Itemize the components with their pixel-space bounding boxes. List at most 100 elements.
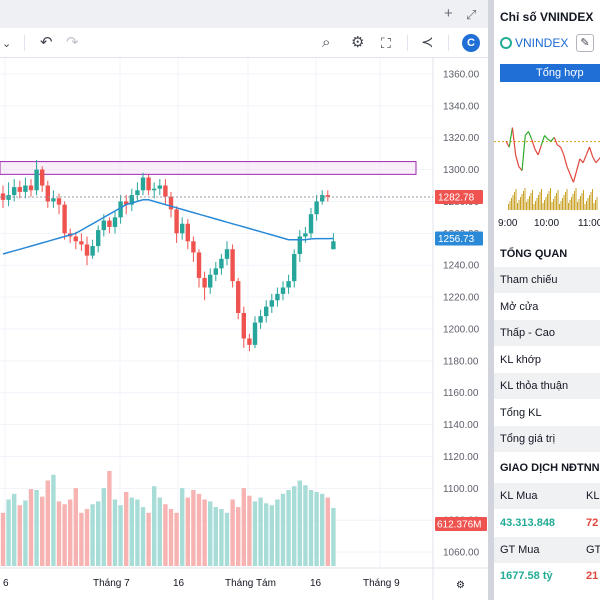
overview-heading: TỔNG QUAN [500,248,568,260]
volume-bar [129,497,134,566]
expand-icon[interactable]: ⤢ [466,7,477,22]
summary-button[interactable]: Tổng hợp [500,64,600,82]
candle-body [62,204,67,234]
candle-body [185,223,190,242]
candle-body [213,268,218,275]
candle-body [230,249,235,282]
mini-volume-bar [511,198,512,210]
mini-volume-bar [535,201,536,210]
brand-logo-icon[interactable]: C [462,34,480,52]
candle-body [90,246,95,256]
volume-bar [269,505,274,566]
mini-price-segment [557,144,561,148]
overview-row-total-value: Tổng giá trị [494,426,600,452]
mini-volume-bar [587,198,589,210]
mini-volume-bar [566,189,568,210]
candle-body [292,254,297,282]
candle-body [96,230,101,247]
mini-price-segment [595,158,600,164]
gear-icon[interactable]: ⚙ [456,580,465,591]
candle-body [297,236,302,255]
volume-bar [297,480,302,566]
candle-body [40,169,45,186]
mini-volume-bar [521,194,523,210]
candle-body [286,281,291,288]
gear-icon[interactable]: ⚙ [351,34,365,51]
volume-bar [275,499,280,566]
volume-bar [308,490,314,566]
volume-bar [79,512,84,566]
volume-bar [191,490,196,566]
sell-volume-value: 72 [586,517,599,529]
mini-price-segment [524,131,529,136]
volume-bar [224,512,230,566]
panel-divider[interactable] [488,0,494,600]
undo-icon[interactable]: ↶ [40,34,53,51]
foreign-row-volume-labels: KL Mua KL [494,483,600,509]
buy-value-label: GT Mua [500,544,540,556]
share-icon[interactable]: ≺ [421,34,434,51]
candle-body [135,190,140,196]
volume-bar [135,499,140,566]
mini-time-label: 9:00 [498,218,518,229]
price-tick-label: 1320.00 [443,133,480,144]
overview-row-negotiated-volume: KL thỏa thuận [494,373,600,399]
volume-bar [28,489,34,566]
foreign-row-value-labels: GT Mua GT [494,537,600,563]
mini-volume-bar [539,192,541,210]
chart-toolbar: ⌄ ↶ ↷ ⌕ ⚙ ⛶ ≺ C [0,28,488,58]
volume-bar [280,493,286,566]
last-price-badge-bg [435,190,483,205]
mini-price-segment [537,144,542,156]
zoom-reset-icon[interactable]: ⌕ [322,34,331,51]
candle-body [236,281,241,313]
mini-volume-bar [545,197,547,210]
sell-value-label: GT [586,544,600,556]
chevron-down-icon[interactable]: ⌄ [2,38,12,50]
mini-volume-bar [559,204,560,210]
price-tick-label: 1300.00 [443,165,480,176]
mini-volume-bar [572,194,574,210]
chart-top-bar: + ⤢ [0,0,488,28]
mini-volume-bar [530,193,532,210]
plus-icon[interactable]: + [444,5,453,22]
candle-body [208,274,213,288]
mini-price-segment [511,127,517,156]
symbol-name[interactable]: VNINDEX [515,36,569,50]
candle-body [219,258,224,269]
time-tick-label: Tháng 9 [363,578,400,589]
mini-volume-bar [550,188,551,210]
mini-time-label: 11:00 [578,218,600,229]
mini-volume-bar [518,200,520,210]
volume-bar [213,507,218,566]
candle-body [280,287,286,294]
mini-price-segment [592,156,597,164]
mini-volume-bar [577,202,578,210]
candle-body [45,185,50,202]
price-chart[interactable]: 1360.001340.001320.001300.001280.001260.… [0,58,488,600]
candle-body [247,338,252,345]
mini-volume-bar [578,199,580,210]
redo-icon[interactable]: ↷ [66,34,79,51]
volume-bar [152,486,157,566]
price-tick-label: 1200.00 [443,324,480,335]
symbol-selector[interactable]: VNINDEX [500,34,568,52]
volume-bar [112,499,118,566]
volume-bar [140,507,146,566]
mini-volume-bar [556,193,557,210]
mini-volume-bar [593,203,595,210]
mini-volume-bar [548,191,550,210]
candle-body [84,244,90,256]
mini-volume-bar [536,198,538,210]
fullscreen-icon[interactable]: ⛶ [381,35,391,51]
mini-volume-bar [542,203,544,210]
price-tick-label: 1180.00 [443,356,479,367]
mini-volume-bar [569,200,571,210]
volume-bar [23,500,28,566]
overview-row-total-volume: Tổng KL [500,407,542,419]
chart-canvas[interactable]: 1360.001340.001320.001300.001280.001260.… [0,58,488,600]
candle-body [34,169,39,191]
pencil-icon[interactable]: ✎ [576,34,594,52]
volume-bar [258,497,263,566]
volume-bar [40,496,45,566]
